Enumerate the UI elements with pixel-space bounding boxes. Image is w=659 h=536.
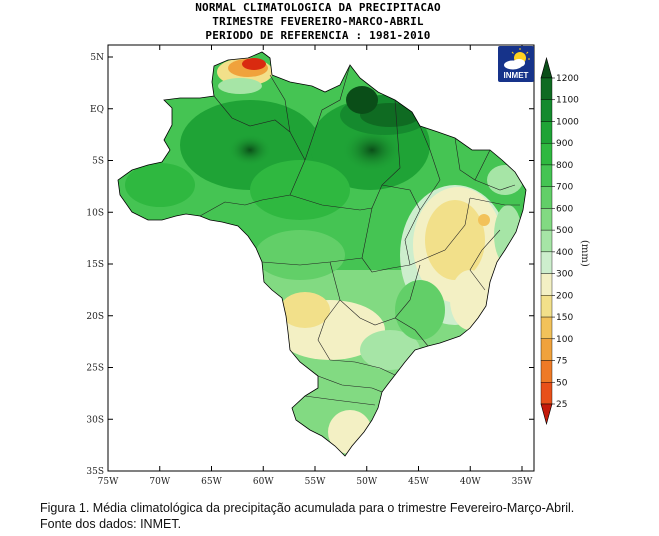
colorbar-swatch <box>540 121 553 144</box>
longitude-axis: 75W 70W 65W 60W 55W 50W 45W 40W 35W <box>98 45 533 487</box>
colorbar-label: 25 <box>556 400 567 410</box>
colorbar-label: 900 <box>556 139 573 149</box>
lon-label: 60W <box>253 477 274 487</box>
colorbar: 1200 1100 1000 900 800 700 600 500 400 300 200 150 1… <box>540 56 579 426</box>
lon-label: 40W <box>460 477 481 487</box>
lat-label: 10S <box>86 208 104 218</box>
colorbar-swatch <box>540 338 553 361</box>
colorbar-label: 800 <box>556 161 573 171</box>
sun-cloud-icon <box>504 48 530 70</box>
lon-label: 55W <box>305 477 326 487</box>
colorbar-label: 400 <box>556 248 573 258</box>
colorbar-unit: (mm) <box>579 240 590 267</box>
colorbar-label: 75 <box>556 357 567 367</box>
lat-label: 30S <box>86 415 104 425</box>
lat-label: 15S <box>86 260 104 270</box>
colorbar-swatch <box>540 360 553 383</box>
colorbar-label: 1100 <box>556 96 579 106</box>
inmet-logo: INMET <box>498 46 534 82</box>
colorbar-swatch <box>540 316 553 340</box>
lat-label: 5N <box>90 53 104 63</box>
colorbar-label: 700 <box>556 183 573 193</box>
colorbar-swatch <box>540 229 553 253</box>
lat-label: 5S <box>92 157 104 167</box>
colorbar-label: 1200 <box>556 74 579 84</box>
colorbar-label: 1000 <box>556 117 579 127</box>
lat-label: EQ <box>90 105 104 115</box>
colorbar-swatch <box>540 251 553 274</box>
colorbar-label: 200 <box>556 291 573 301</box>
lon-label: 70W <box>149 477 170 487</box>
colorbar-label: 300 <box>556 270 573 280</box>
colorbar-swatch <box>540 77 553 100</box>
logo-text: INMET <box>503 71 529 80</box>
colorbar-swatch <box>540 164 553 187</box>
latitude-axis: 5N EQ 5S 10S 15S 20S 25S 30S 35S <box>86 53 534 477</box>
colorbar-label: 100 <box>556 335 573 345</box>
colorbar-bottom-arrow <box>540 403 553 426</box>
map-title-line1: NORMAL CLIMATOLOGICA DA PRECIPITACAO <box>195 1 441 14</box>
colorbar-swatch <box>540 295 553 318</box>
lon-label: 45W <box>408 477 429 487</box>
lon-label: 50W <box>356 477 377 487</box>
state-boundaries <box>199 64 520 406</box>
colorbar-label: 150 <box>556 313 573 323</box>
map-title-line3: PERIODO DE REFERENCIA : 1981-2010 <box>205 29 431 42</box>
lat-label: 35S <box>86 467 104 477</box>
colorbar-label: 600 <box>556 204 573 214</box>
lon-label: 35W <box>512 477 533 487</box>
colorbar-label: 50 <box>556 378 568 388</box>
lat-label: 25S <box>86 364 104 374</box>
colorbar-swatch <box>540 142 553 166</box>
lon-label: 75W <box>98 477 119 487</box>
colorbar-top-arrow <box>540 56 553 79</box>
figure-caption: Figura 1. Média climatológica da precipi… <box>40 500 640 532</box>
caption-line2: Fonte dos dados: INMET. <box>40 517 182 531</box>
colorbar-swatch <box>540 382 553 405</box>
lon-label: 65W <box>201 477 222 487</box>
colorbar-swatch <box>540 208 553 231</box>
map-title-line2: TRIMESTRE FEVEREIRO-MARCO-ABRIL <box>212 15 424 28</box>
colorbar-label: 500 <box>556 226 573 236</box>
colorbar-swatch <box>540 186 553 209</box>
colorbar-swatch <box>540 273 553 296</box>
lat-label: 20S <box>86 312 104 322</box>
colorbar-swatch <box>540 99 553 122</box>
caption-line1: Figura 1. Média climatológica da precipi… <box>40 501 575 515</box>
